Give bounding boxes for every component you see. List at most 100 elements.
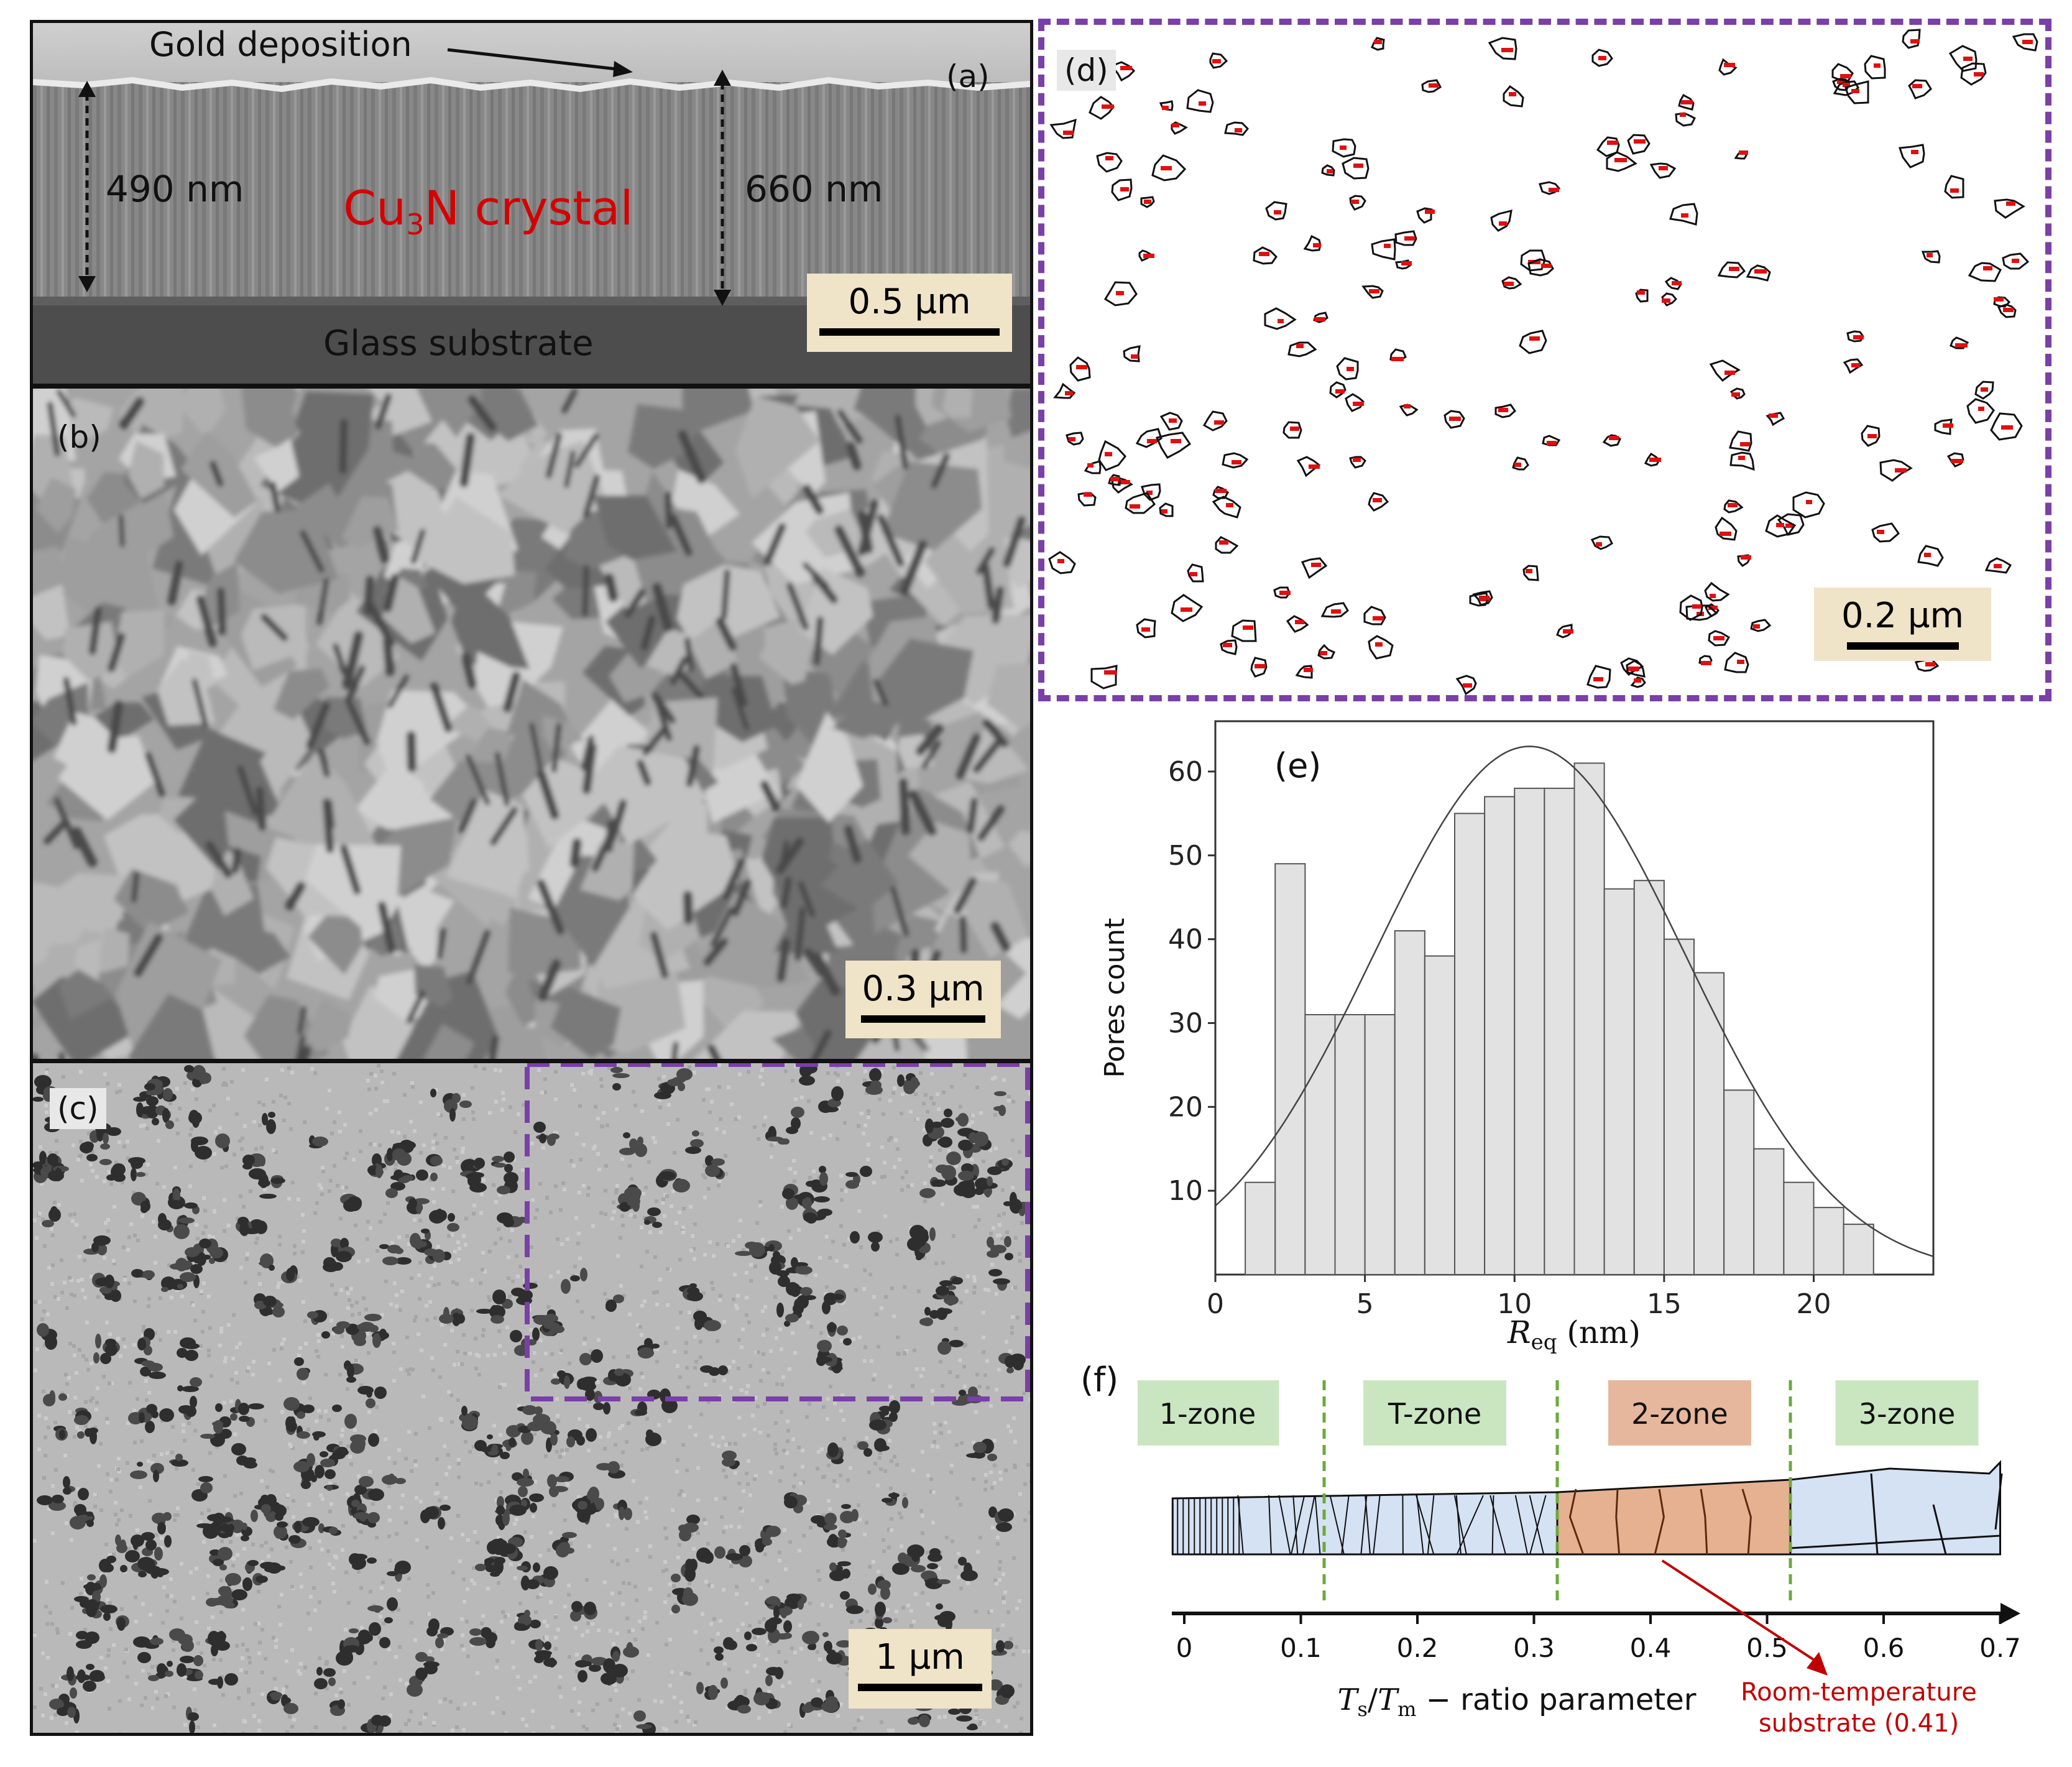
pore-outline: [1729, 451, 1755, 471]
grain-boundary-shadow: [604, 573, 619, 602]
noise-speck: [655, 1347, 659, 1351]
noise-speck: [307, 1503, 311, 1506]
pore-blob: [831, 1086, 844, 1101]
pore-marker: [1449, 417, 1461, 421]
pore-blob: [286, 1421, 297, 1432]
pore-blob: [607, 1461, 620, 1474]
pore-blob: [868, 1232, 883, 1243]
noise-speck: [109, 1478, 113, 1482]
pore-blob: [192, 1065, 206, 1080]
pore-blob: [433, 1249, 445, 1263]
noise-speck: [63, 1281, 67, 1285]
noise-speck: [458, 1362, 461, 1366]
noise-speck: [90, 1275, 93, 1278]
noise-speck: [932, 1490, 936, 1494]
noise-speck: [872, 1560, 875, 1564]
noise-speck: [431, 1591, 435, 1595]
pore-outline: [1103, 281, 1138, 307]
noise-speck: [597, 1338, 601, 1342]
pore-marker: [1853, 335, 1864, 339]
pore-blob: [368, 1488, 384, 1501]
noise-speck: [747, 1545, 751, 1549]
noise-speck: [515, 1617, 519, 1621]
noise-speck: [775, 1336, 778, 1340]
noise-speck: [996, 1628, 1000, 1631]
noise-speck: [76, 1279, 80, 1283]
noise-speck: [414, 1315, 418, 1319]
noise-speck: [822, 1405, 826, 1409]
pore-blob: [175, 1454, 183, 1461]
pore-blob: [131, 1534, 144, 1547]
noise-speck: [53, 1713, 57, 1717]
pore-blob: [390, 1182, 405, 1191]
noise-speck: [317, 1339, 321, 1343]
grain-boundary-shadow: [898, 778, 911, 836]
noise-speck: [997, 1368, 1001, 1372]
noise-speck: [837, 1664, 840, 1668]
pore-blob: [936, 1603, 943, 1610]
pore-blob: [715, 1653, 724, 1661]
noise-speck: [201, 1310, 205, 1314]
pore-blob: [133, 1097, 147, 1102]
pore-outline: [1220, 639, 1238, 655]
noise-speck: [640, 1109, 644, 1113]
noise-speck: [285, 1506, 289, 1510]
noise-speck: [435, 1142, 439, 1145]
noise-speck: [83, 1258, 86, 1262]
pore-blob: [591, 1349, 603, 1363]
noise-speck: [1013, 1464, 1016, 1467]
pore-blob: [708, 1685, 718, 1700]
pore-blob: [86, 1511, 93, 1516]
noise-speck: [806, 1501, 810, 1505]
grain-boundary-shadow: [461, 652, 477, 689]
pore-blob: [791, 1117, 801, 1130]
noise-speck: [1018, 1252, 1021, 1256]
noise-speck: [576, 1242, 580, 1245]
noise-speck: [577, 1495, 581, 1499]
noise-speck: [265, 1485, 269, 1489]
noise-speck: [76, 1487, 80, 1491]
noise-speck: [643, 1615, 647, 1619]
pore-blob: [89, 1673, 105, 1682]
pore-marker: [1102, 104, 1114, 109]
noise-speck: [432, 1200, 436, 1204]
pore-blob: [824, 1524, 837, 1530]
noise-speck: [413, 1459, 417, 1463]
noise-speck: [591, 1224, 595, 1228]
noise-speck: [506, 1613, 510, 1617]
pore-blob: [928, 1553, 942, 1562]
noise-speck: [877, 1570, 880, 1574]
noise-speck: [451, 1728, 454, 1732]
noise-speck: [903, 1351, 906, 1355]
grain-facet: [377, 690, 481, 785]
grain-facet: [694, 1011, 803, 1059]
noise-speck: [906, 1184, 910, 1188]
noise-speck: [299, 1662, 303, 1666]
grain-facet: [423, 1024, 474, 1059]
grain-boundary-shadow: [684, 637, 694, 672]
grain-boundary-shadow: [730, 663, 748, 707]
pore-blob: [312, 1137, 328, 1146]
noise-speck: [537, 1068, 541, 1072]
pore-marker: [1143, 254, 1154, 258]
noise-speck: [318, 1600, 321, 1604]
noise-speck: [202, 1196, 206, 1200]
noise-speck: [103, 1179, 106, 1183]
pore-blob: [100, 1353, 111, 1364]
noise-speck: [932, 1422, 936, 1426]
noise-speck: [227, 1323, 231, 1327]
noise-speck: [341, 1548, 344, 1552]
noise-speck: [498, 1344, 502, 1348]
noise-speck: [745, 1296, 748, 1299]
pore-outline: [1766, 412, 1785, 427]
noise-speck: [102, 1375, 106, 1378]
noise-speck: [645, 1497, 648, 1500]
pore-blob: [162, 1108, 170, 1123]
pore-blob: [297, 1431, 310, 1439]
noise-speck: [242, 1547, 246, 1551]
noise-speck: [783, 1528, 786, 1532]
noise-speck: [302, 1229, 306, 1233]
noise-speck: [170, 1296, 173, 1299]
grain-boundary-shadow: [285, 882, 306, 911]
noise-speck: [348, 1455, 352, 1459]
